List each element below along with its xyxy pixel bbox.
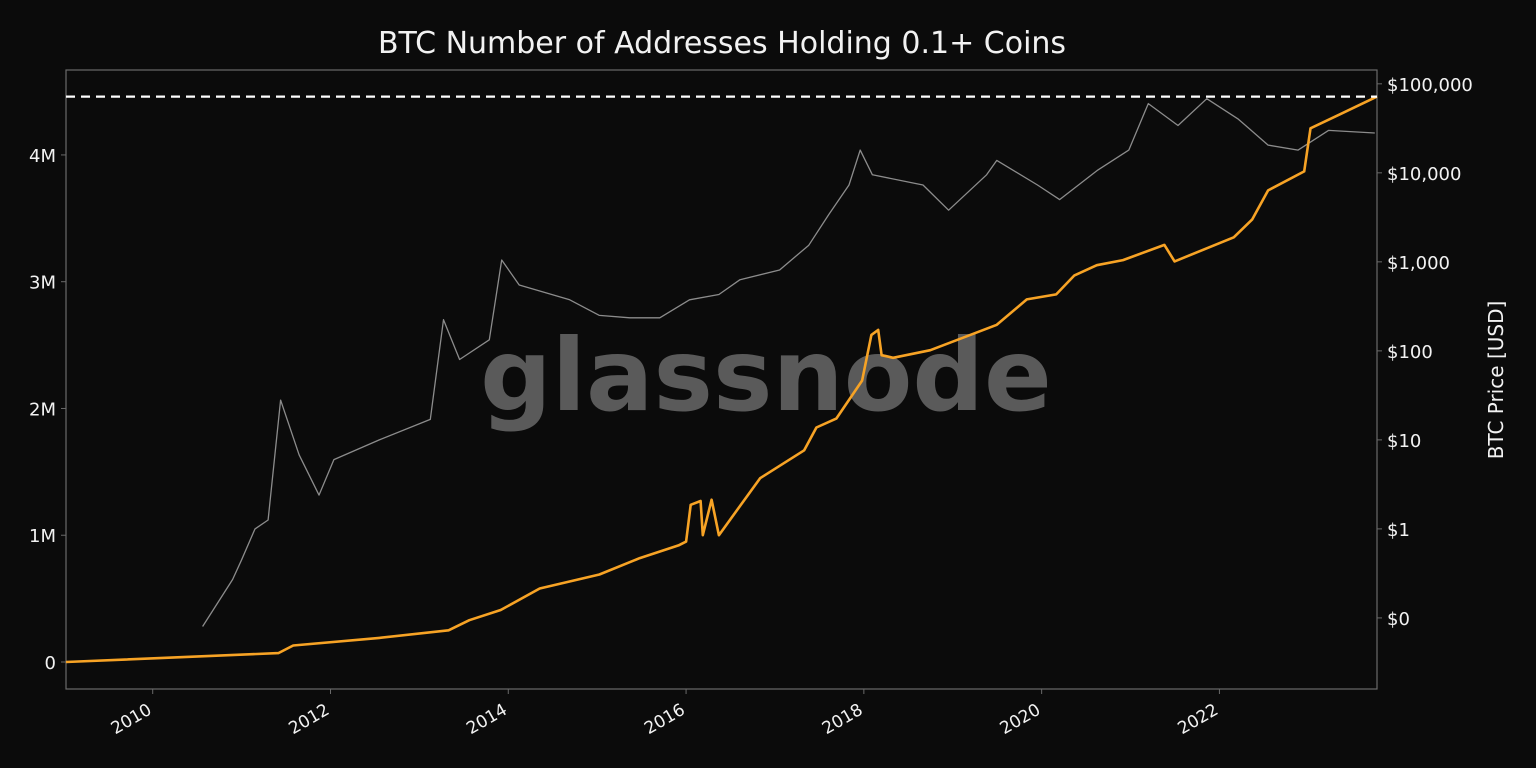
left-tick-label: 2M [29,399,56,420]
x-tick-label: 2012 [286,700,333,739]
addresses-line [65,95,1378,664]
x-tick-label: 2022 [1174,700,1221,739]
x-tick-label: 2010 [108,700,155,739]
plot-frame [65,69,1378,690]
chart-title: BTC Number of Addresses Holding 0.1+ Coi… [378,26,1066,61]
left-tick-label: 3M [29,273,56,294]
right-tick-label: $10,000 [1387,164,1461,185]
left-tick-label: 1M [29,526,56,547]
left-tick-label: 4M [29,146,56,167]
right-tick-label: $1,000 [1387,253,1450,274]
right-tick-label: $100 [1387,342,1433,363]
right-tick-label: $1 [1387,520,1410,541]
x-tick-label: 2018 [819,700,866,739]
x-tick-label: 2014 [463,700,510,739]
right-tick-label: $100,000 [1387,75,1473,96]
watermark: glassnode [480,317,1052,434]
x-tick-label: 2016 [641,700,688,739]
right-axis-label: BTC Price [USD] [1484,301,1508,460]
right-tick-label: $0 [1387,609,1410,630]
price-line [202,98,1375,627]
right-tick-label: $10 [1387,431,1421,452]
x-tick-label: 2020 [997,700,1044,739]
left-tick-label: 0 [45,653,56,674]
